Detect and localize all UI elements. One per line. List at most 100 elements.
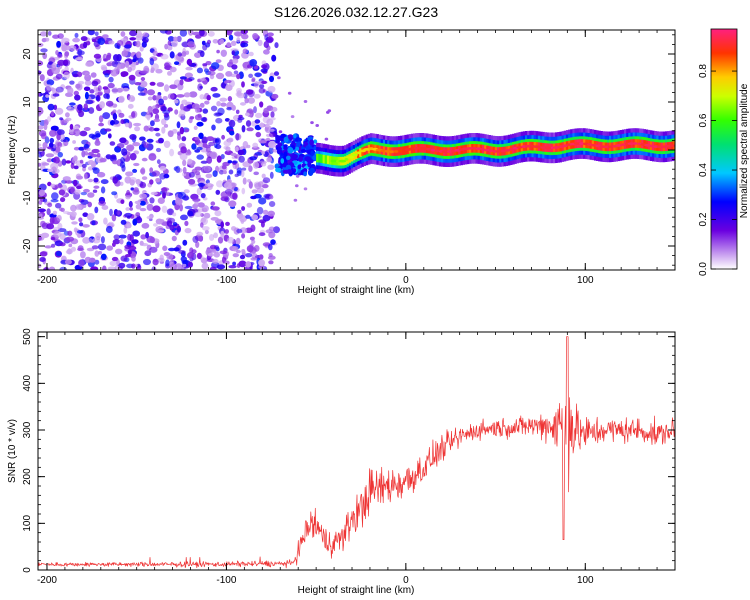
noise-blob (153, 223, 158, 227)
noise-blob (155, 132, 161, 137)
noise-blob (145, 113, 152, 119)
x-tick-label: 100 (577, 275, 594, 286)
noise-blob (224, 118, 230, 122)
noise-blob (216, 180, 224, 188)
noise-blob (266, 157, 273, 163)
noise-blob (239, 254, 246, 260)
noise-blob (206, 136, 215, 142)
noise-blob (95, 232, 101, 240)
noise-blob (102, 34, 109, 39)
noise-blob (201, 226, 210, 231)
snr-ticks: -200 -100 0 100 0 100 200 300 400 500 (22, 328, 676, 586)
noise-blob (149, 179, 154, 185)
noise-blob (60, 207, 65, 212)
noise-blob (67, 186, 75, 194)
noise-blob (262, 177, 271, 184)
noise-blob (80, 36, 88, 42)
noise-blob (57, 53, 63, 59)
noise-blob (58, 189, 66, 196)
noise-blob (66, 248, 72, 255)
noise-blob (201, 205, 209, 213)
noise-blob (156, 159, 161, 165)
transition-blob (275, 167, 282, 173)
noise-blob (47, 116, 52, 122)
noise-blob (91, 80, 99, 87)
noise-blob (93, 177, 99, 183)
noise-blob (205, 61, 212, 66)
transition-blob (303, 141, 309, 146)
noise-blob (179, 204, 184, 212)
noise-blob (54, 146, 61, 153)
noise-blob (187, 210, 194, 217)
noise-blob (220, 102, 227, 107)
noise-blob (224, 229, 229, 234)
noise-blob (241, 187, 246, 195)
noise-blob (147, 105, 153, 113)
noise-blob (152, 258, 159, 266)
transition-blob (295, 146, 300, 151)
snr-frame (37, 331, 676, 571)
noise-blob (184, 227, 192, 234)
noise-blob (84, 72, 89, 77)
noise-blob (215, 72, 225, 80)
noise-blob (235, 249, 241, 254)
noise-blob (162, 96, 168, 101)
noise-blob (102, 112, 111, 120)
noise-blob (173, 36, 178, 42)
noise-blob (93, 86, 98, 93)
noise-blob (38, 213, 43, 218)
noise-blob (245, 112, 250, 117)
colorbar-tick-label: 0.0 (698, 262, 709, 276)
noise-blob (235, 237, 241, 245)
noise-blob (98, 250, 103, 255)
noise-blob (225, 146, 231, 152)
noise-blob (149, 81, 156, 86)
noise-blob (133, 187, 139, 193)
noise-blob (94, 250, 100, 257)
noise-blob (93, 185, 100, 189)
noise-blob (160, 53, 169, 60)
noise-blob (75, 83, 81, 89)
noise-blob (144, 250, 152, 257)
noise-blob (207, 182, 212, 187)
noise-blob (167, 93, 175, 100)
colorbar-tick-label: 0.2 (698, 212, 709, 226)
noise-blob (44, 37, 50, 42)
noise-blob (96, 171, 106, 178)
transition-blob (298, 156, 304, 162)
noise-blob (129, 37, 137, 41)
noise-blob (184, 205, 193, 210)
noise-blob (52, 93, 60, 97)
y-tick-label: 500 (22, 328, 33, 345)
tone-core (351, 153, 359, 157)
transition-blob (310, 150, 315, 157)
noise-blob (136, 51, 142, 59)
noise-blob (228, 34, 234, 41)
tone-core (492, 150, 498, 153)
tone-band (324, 155, 328, 164)
noise-blob (198, 30, 205, 37)
noise-blob (246, 202, 253, 208)
noise-blob (241, 33, 249, 40)
noise-blob (165, 259, 170, 267)
noise-blob (61, 158, 67, 166)
noise-blob (124, 212, 133, 218)
noise-blob (83, 143, 90, 149)
noise-blob (84, 80, 92, 86)
noise-blob (86, 213, 95, 221)
noise-blob (146, 215, 153, 220)
transition-blob (297, 164, 302, 170)
tone-core (524, 144, 532, 148)
noise-blob (70, 211, 77, 217)
noise-blob (139, 80, 148, 88)
noise-blob (79, 130, 88, 137)
noise-blob (112, 176, 118, 184)
noise-blob (139, 207, 147, 212)
noise-blob (179, 126, 185, 135)
noise-blob (151, 266, 157, 270)
noise-blob (261, 150, 266, 155)
noise-blob (167, 217, 176, 224)
noise-blob (77, 104, 83, 111)
noise-blob (169, 263, 177, 270)
noise-blob (128, 200, 133, 208)
